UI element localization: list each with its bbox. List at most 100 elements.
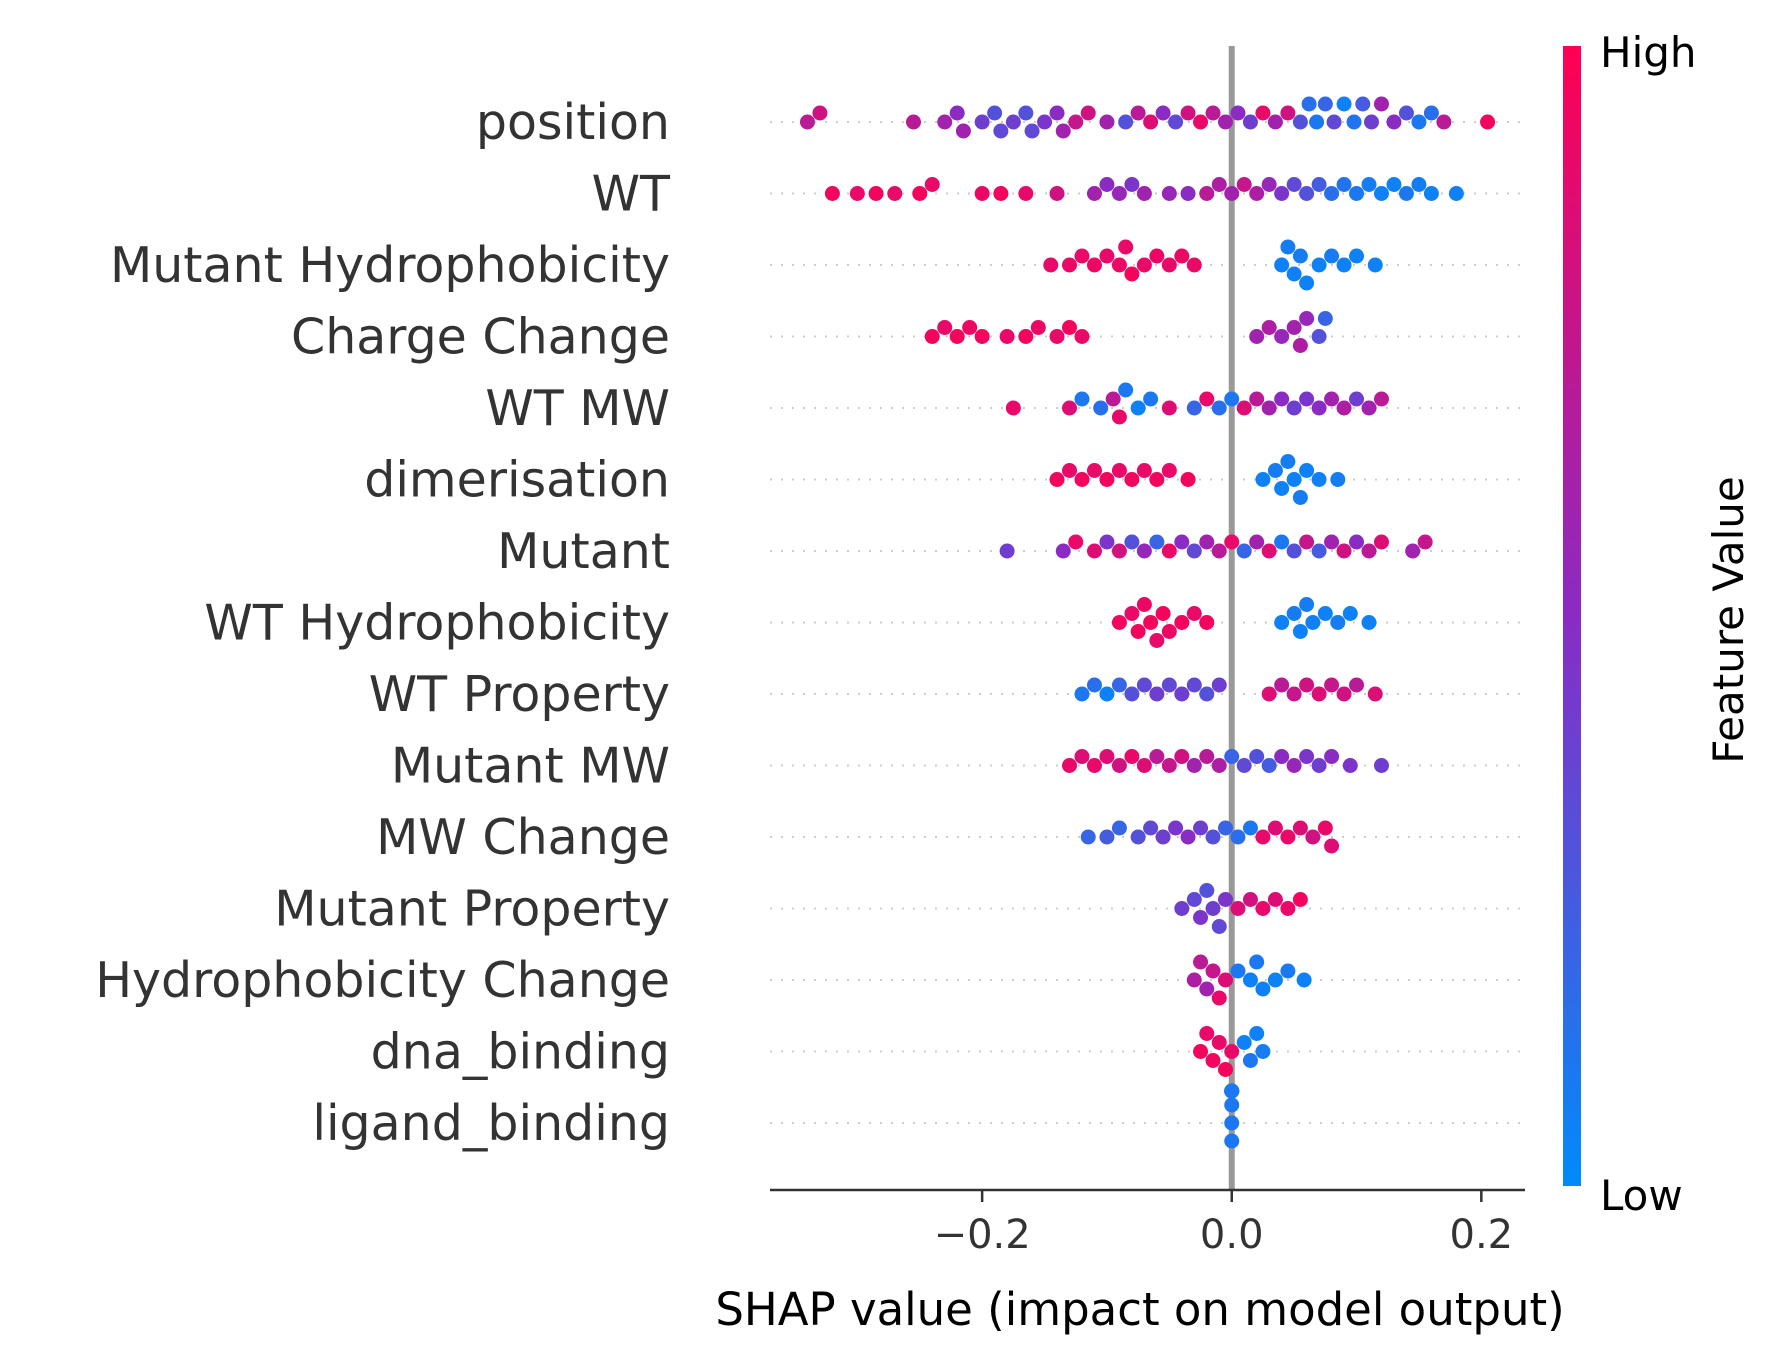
shap-point: [1211, 1035, 1227, 1050]
shap-point: [1274, 186, 1290, 201]
shap-point: [1349, 391, 1365, 407]
shap-point: [1099, 829, 1115, 845]
shap-point: [1301, 96, 1317, 112]
shap-point: [1405, 543, 1421, 559]
shap-point: [1411, 114, 1427, 130]
shap-point: [824, 186, 840, 201]
shap-point: [1005, 114, 1021, 130]
shap-point: [1311, 686, 1327, 702]
shap-point: [1299, 275, 1315, 291]
shap-point: [1118, 239, 1134, 255]
feature-label: ligand_binding: [312, 1095, 670, 1152]
shap-point: [1386, 114, 1402, 130]
shap-point: [1018, 186, 1034, 201]
shap-point: [1309, 114, 1325, 130]
shap-point: [1105, 391, 1121, 407]
shap-point: [1217, 892, 1233, 907]
shap-point: [1136, 257, 1152, 273]
shap-point: [1199, 883, 1215, 898]
shap-point: [1361, 400, 1377, 416]
shap-point: [1224, 1044, 1240, 1059]
shap-point: [1161, 758, 1177, 773]
shap-point: [1055, 543, 1071, 559]
shap-point: [1342, 758, 1358, 773]
shap-point: [1305, 615, 1321, 630]
shap-point: [1373, 96, 1389, 112]
shap-point: [1299, 749, 1315, 764]
feature-label: MW Change: [376, 809, 670, 866]
shap-point: [1361, 177, 1377, 192]
feature-labels: position WT Mutant Hydrophobicity Charge Ch…: [95, 94, 671, 1152]
shap-point: [1299, 463, 1315, 478]
shap-point: [1093, 400, 1109, 416]
shap-point: [1280, 829, 1296, 845]
shap-point: [1130, 400, 1146, 416]
shap-point: [1292, 624, 1308, 639]
feature-label: Charge Change: [291, 309, 670, 366]
shap-point: [1299, 534, 1315, 550]
shap-point: [1286, 177, 1302, 192]
shap-point: [1161, 677, 1177, 693]
shap-point: [1242, 114, 1258, 130]
shap-point: [1373, 758, 1389, 773]
shap-point: [1280, 239, 1296, 255]
shap-point: [1086, 758, 1102, 773]
shap-point: [1217, 972, 1233, 988]
shap-point: [974, 186, 990, 201]
shap-point: [1324, 749, 1340, 764]
shap-point: [1130, 624, 1146, 639]
shap-point: [1242, 892, 1258, 907]
shap-point: [1255, 829, 1271, 845]
shap-point: [1386, 177, 1402, 192]
shap-point: [1199, 615, 1215, 630]
shap-point: [1086, 543, 1102, 559]
shap-point: [1205, 963, 1221, 979]
shap-point: [1286, 266, 1302, 282]
shap-point: [1292, 248, 1308, 264]
shap-point: [1149, 534, 1165, 550]
shap-point: [1267, 114, 1283, 130]
shap-point: [1286, 543, 1302, 559]
shap-point: [1136, 463, 1152, 478]
shap-point: [1336, 177, 1352, 192]
shap-point: [974, 114, 990, 130]
shap-point: [1043, 257, 1059, 273]
shap-point: [1174, 615, 1190, 630]
shap-point: [1074, 472, 1090, 487]
shap-point: [1311, 472, 1327, 487]
shap-point: [1086, 463, 1102, 478]
shap-point: [1161, 463, 1177, 478]
shap-point: [1086, 257, 1102, 273]
shap-point: [1074, 391, 1090, 407]
shap-point: [1199, 749, 1215, 764]
shap-point: [1049, 472, 1065, 487]
shap-point: [1311, 400, 1327, 416]
shap-point: [1364, 114, 1380, 130]
shap-point: [1267, 972, 1283, 988]
feature-label: Mutant Hydrophobicity: [110, 237, 670, 294]
shap-point: [937, 114, 953, 130]
shap-point: [1280, 105, 1296, 121]
feature-label: WT MW: [485, 380, 670, 437]
shap-point: [1193, 1044, 1209, 1059]
shap-point: [1236, 1035, 1252, 1050]
shap-point: [1186, 677, 1202, 693]
shap-point: [1211, 919, 1227, 934]
shap-point: [1111, 615, 1127, 630]
shap-point: [1155, 105, 1171, 121]
shap-point: [1174, 686, 1190, 702]
shap-point: [1161, 624, 1177, 639]
shap-point: [1305, 829, 1321, 845]
shap-point: [1367, 257, 1383, 273]
shap-point: [1118, 114, 1134, 130]
shap-point: [1211, 677, 1227, 693]
shap-point: [1336, 686, 1352, 702]
shap-point: [1062, 257, 1078, 273]
shap-point: [1174, 534, 1190, 550]
shap-point: [1261, 177, 1277, 192]
shap-point: [1326, 114, 1342, 130]
shap-point: [987, 105, 1003, 121]
shap-point: [1336, 543, 1352, 559]
shap-point: [924, 329, 940, 344]
shap-point: [999, 543, 1015, 559]
